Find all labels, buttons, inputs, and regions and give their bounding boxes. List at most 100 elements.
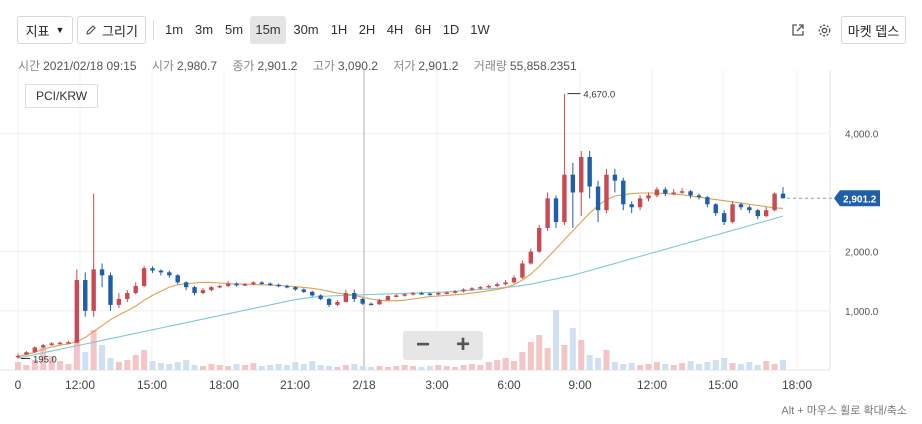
candle-body [352,293,357,299]
candle-body [150,268,155,271]
volume-bar [309,361,316,370]
candle-body [671,192,676,194]
timeframe-15m[interactable]: 15m [250,16,286,44]
candle-body [772,193,777,211]
timeframe-1w[interactable]: 1W [470,22,490,37]
volume-bar [679,363,686,370]
zoom-in-button[interactable]: + [455,331,470,358]
timeframe-2h[interactable]: 2H [358,22,376,37]
candle-body [360,298,365,304]
timeframe-3m[interactable]: 3m [194,22,214,37]
caret-down-icon: ▼ [55,25,65,35]
volume-bar [452,367,459,370]
volume-bar [687,361,694,370]
candle-body [91,269,96,311]
low-value: 2,901.2 [418,59,459,73]
volume-label: 거래량 [473,59,507,73]
volume-bar [258,366,265,370]
volume-bar [477,365,484,370]
volume-bar [300,364,307,370]
volume-bar [780,360,786,370]
volume-bar [502,358,509,370]
timeframe-1d[interactable]: 1D [442,22,460,37]
volume-bar [586,355,593,370]
candle-body [419,293,424,295]
candle-body [629,204,634,208]
ohlc-info: 시간 2021/02/18 09:15 시가 2,980.7 종가 2,901.2 고… [18,57,589,74]
candle-body [587,156,592,187]
candle-body [377,300,382,305]
price-chart[interactable]: 4,670.0 195.0 1,000.0 2,000.0 4,000.0 0 12:00 1… [0,70,922,400]
volume-bar [578,340,585,370]
candle-body [545,198,550,228]
divider [153,20,154,40]
candle-body [234,283,239,286]
candle-body [452,291,458,293]
candle-body [284,285,290,288]
zoom-hint: Alt + 마우스 휠로 확대/축소 [781,405,907,417]
candle-body [141,268,147,286]
volume-bar [183,360,190,370]
volume-bar [275,364,282,370]
volume-bar [393,366,400,370]
volume-bar [670,365,677,370]
volume-bar [241,365,248,370]
pair-label[interactable]: PCI/KRW [25,84,99,108]
candle-body [225,283,231,286]
volume-bar [107,358,114,370]
candle-body [705,197,710,205]
candle-body [713,204,718,214]
volume-bar [124,360,131,370]
candle-body [259,282,264,284]
candle-body [335,301,340,305]
candle-body [503,282,508,285]
volume-bar [48,356,55,370]
zoom-out-button[interactable]: − [415,331,430,358]
volume-bar [157,363,164,370]
candle-body [57,342,63,345]
timeframe-1m[interactable]: 1m [164,22,184,37]
volume-bar [695,364,702,370]
indicator-dropdown[interactable]: 지표 ▼ [17,16,73,44]
candle-body [15,355,21,358]
volume-bar [31,360,38,370]
timeframe-1h[interactable]: 1H [330,22,348,37]
candle-body [83,280,88,311]
candle-body [679,191,685,193]
candle-body [621,180,626,205]
candle-body [167,272,172,276]
candle-body [780,193,786,199]
gear-icon[interactable] [814,20,834,40]
candle-body [654,189,660,196]
volume-bar [737,364,744,370]
candle-body [696,195,702,198]
volume-bar [662,364,669,370]
volume-bar [771,364,778,370]
candle-body [478,287,483,289]
candle-body [242,284,248,286]
volume-bar [292,362,299,370]
low-label: 저가 [393,59,416,73]
market-depth-button[interactable]: 마켓 뎁스 [841,16,906,44]
timeframe-30m[interactable]: 30m [293,22,319,37]
candle-body [595,186,601,211]
candle-body [293,287,298,290]
volume-bar [763,361,770,370]
volume-bar [410,366,417,370]
volume-bar [569,328,576,370]
volume-bar [267,365,274,370]
volume-bar [653,362,660,370]
timeframe-6h[interactable]: 6H [414,22,432,37]
draw-button[interactable]: 그리기 [77,16,146,44]
toolbar: 지표 ▼ 그리기 1m 3m 5m 15m 30m 1H 2H 4H 6H 1D 1W 마켓 뎁스 [0,0,922,56]
timeframe-5m[interactable]: 5m [224,22,244,37]
volume-bar [90,330,97,370]
candle-body [116,298,122,305]
popout-icon[interactable] [788,20,808,40]
open-label: 시가 [151,59,174,73]
candle-body [318,295,323,299]
volume-bar [359,366,366,370]
volume-bar [334,367,341,370]
volume-bar [23,365,30,370]
timeframe-4h[interactable]: 4H [386,22,404,37]
